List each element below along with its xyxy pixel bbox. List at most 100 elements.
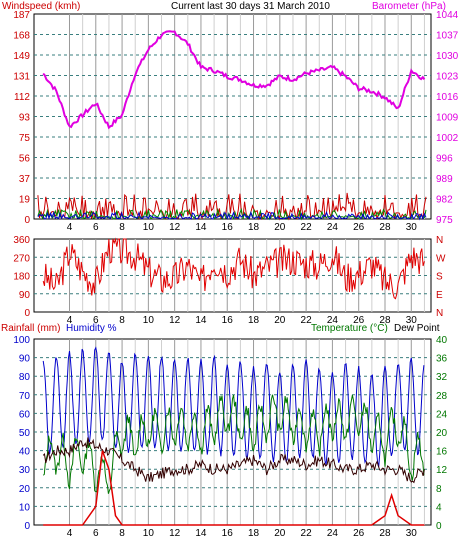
grid: [34, 239, 431, 312]
dewpoint-axis-title: Dew Point: [394, 323, 440, 334]
x-tick-label: 4: [67, 222, 73, 233]
x-tick-label: 10: [143, 222, 155, 233]
x-tick-label: 10: [143, 528, 155, 539]
x-tick-label: 30: [406, 222, 418, 233]
grid: [34, 339, 431, 525]
y-tick-label: 996: [436, 154, 453, 165]
y-tick-label: 270: [13, 253, 30, 264]
x-tick-label: 28: [379, 222, 391, 233]
x-tick-label: 6: [93, 528, 99, 539]
temperature-series: [42, 394, 425, 494]
x-tick-label: 10: [143, 315, 155, 326]
y-tick-label: 4: [436, 502, 442, 513]
x-tick-label: 14: [195, 315, 207, 326]
x-tick-label: 26: [353, 222, 365, 233]
x-tick-label: 28: [379, 315, 391, 326]
x-tick-labels: 4 6 8 10 12 14 16 18 20 22 24 26 28 30: [67, 222, 418, 233]
x-tick-label: 18: [248, 528, 260, 539]
y-tick-label: 8: [436, 484, 442, 495]
y-tick-label: 131: [13, 72, 30, 83]
y-tick-label: 70: [19, 391, 31, 402]
x-tick-label: 26: [353, 528, 365, 539]
humidity-axis-title: Humidity %: [66, 323, 117, 334]
x-tick-label: 24: [327, 528, 339, 539]
y-tick-label: 10: [19, 502, 31, 513]
y-tick-label: 989: [436, 174, 453, 185]
grid: [34, 14, 431, 219]
y-tick-label: 1009: [436, 113, 459, 124]
y-tick-label: 168: [13, 31, 30, 42]
x-tick-label: 6: [93, 222, 99, 233]
y-tick-label: 1002: [436, 133, 459, 144]
y-tick-label: 28: [436, 391, 448, 402]
x-tick-label: 26: [353, 315, 365, 326]
x-tick-label: 28: [379, 528, 391, 539]
y-tick-label: 40: [436, 335, 448, 346]
x-tick-label: 22: [301, 528, 313, 539]
y-tick-label: 982: [436, 195, 453, 206]
y-tick-label: 1044: [436, 10, 459, 21]
x-tick-label: 8: [119, 528, 125, 539]
x-tick-label: 24: [327, 315, 339, 326]
x-tick-label: 22: [301, 315, 313, 326]
y-tick-label: 1030: [436, 51, 459, 62]
y-tick-label: 60: [19, 409, 31, 420]
y-tick-label: 180: [13, 272, 30, 283]
y-tick-label: 975: [436, 215, 453, 226]
x-tick-label: 8: [119, 222, 125, 233]
y-tick-label: 20: [436, 428, 448, 439]
x-tick-label: 30: [406, 315, 418, 326]
x-tick-label: 14: [195, 528, 207, 539]
y-tick-label: S: [436, 272, 443, 283]
y-tick-label: 36: [436, 354, 448, 365]
x-tick-label: 16: [222, 528, 234, 539]
dewpoint-series: [42, 437, 425, 484]
x-tick-label: 20: [274, 315, 286, 326]
x-tick-label: 4: [67, 315, 73, 326]
y-tick-label: 32: [436, 372, 448, 383]
y-tick-label: 149: [13, 51, 30, 62]
x-tick-label: 24: [327, 222, 339, 233]
wind-gust-min-series: [37, 210, 427, 221]
rainfall-axis-title: Rainfall (mm): [1, 323, 60, 334]
y-tick-label: 112: [14, 92, 30, 103]
y-tick-label: 1016: [436, 92, 459, 103]
y-tick-label: 40: [19, 447, 31, 458]
y-tick-label: 20: [19, 484, 31, 495]
y-tick-label: E: [436, 290, 443, 301]
y-tick-label: 90: [19, 290, 31, 301]
y-tick-label: 30: [19, 465, 31, 476]
y-tick-label: 12: [436, 465, 448, 476]
temperature-axis-title: Temperature (°C): [311, 323, 388, 334]
y-tick-label: 1023: [436, 72, 459, 83]
degree-ticks: 360 270 180 90 0: [13, 235, 30, 319]
y-tick-label: 0: [436, 521, 442, 532]
y-tick-label: N: [436, 308, 443, 319]
y-tick-label: 90: [19, 354, 31, 365]
y-tick-label: 19: [19, 195, 31, 206]
barometer-axis-title: Barometer (hPa): [372, 1, 446, 12]
x-tick-label: 16: [222, 222, 234, 233]
y-tick-label: 24: [436, 409, 448, 420]
rainfall-series: [43, 450, 425, 526]
y-tick-label: 100: [13, 335, 30, 346]
x-tick-label: 18: [248, 222, 260, 233]
y-tick-label: 187: [13, 10, 30, 21]
chart-title: Current last 30 days 31 March 2010: [171, 1, 330, 12]
x-tick-label: 20: [274, 222, 286, 233]
y-tick-label: 1037: [436, 31, 459, 42]
x-tick-label: 14: [195, 222, 207, 233]
y-tick-label: N: [436, 235, 443, 246]
y-tick-label: 0: [24, 521, 30, 532]
x-tick-label: 12: [169, 528, 181, 539]
y-tick-label: 80: [19, 372, 31, 383]
x-tick-label: 16: [222, 315, 234, 326]
x-tick-label: 20: [274, 528, 286, 539]
y-tick-label: 50: [19, 428, 31, 439]
